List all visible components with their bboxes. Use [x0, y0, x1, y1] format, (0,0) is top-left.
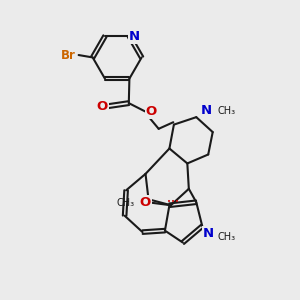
Text: Br: Br	[61, 49, 76, 62]
Text: O: O	[146, 105, 157, 118]
Text: N: N	[203, 227, 214, 240]
Text: CH₃: CH₃	[217, 106, 235, 116]
Text: N: N	[201, 104, 212, 117]
Text: N: N	[129, 30, 140, 43]
Text: O: O	[96, 100, 107, 112]
Text: CH₃: CH₃	[218, 232, 236, 242]
Text: •••: •••	[167, 199, 179, 205]
Text: O: O	[139, 196, 151, 209]
Text: CH₃: CH₃	[117, 199, 135, 208]
